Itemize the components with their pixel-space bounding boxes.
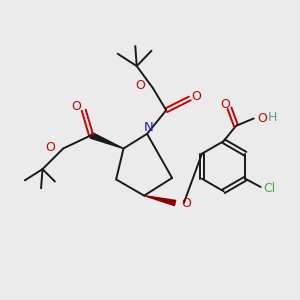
Polygon shape <box>90 133 124 148</box>
Text: O: O <box>136 79 146 92</box>
Text: O: O <box>45 141 55 154</box>
Text: O: O <box>182 197 191 210</box>
Polygon shape <box>144 196 176 206</box>
Text: N: N <box>143 122 153 134</box>
Text: O: O <box>257 112 267 125</box>
Text: H: H <box>268 110 277 124</box>
Text: O: O <box>220 98 230 111</box>
Text: O: O <box>192 91 202 103</box>
Text: O: O <box>71 100 81 113</box>
Text: Cl: Cl <box>263 182 276 195</box>
